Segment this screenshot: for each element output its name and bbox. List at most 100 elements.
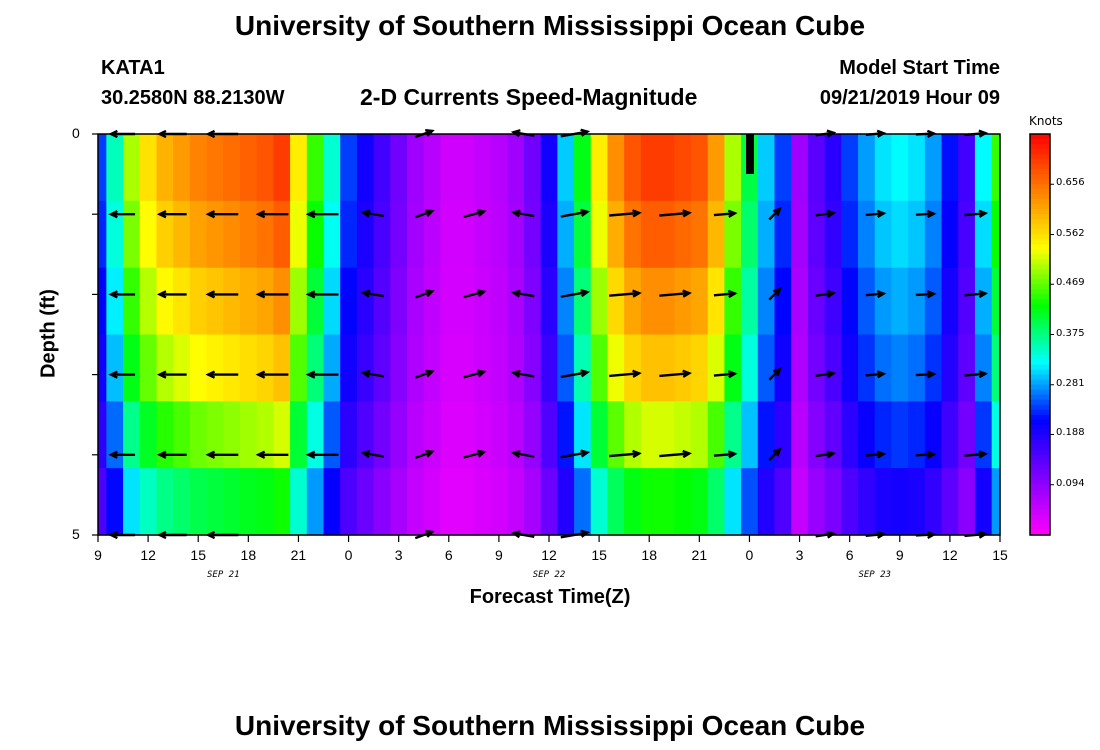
heatmap-cell	[239, 200, 258, 269]
heatmap-cell	[841, 468, 859, 536]
heatmap-cell	[958, 134, 976, 202]
heatmap-cell	[423, 200, 442, 269]
heatmap-cell	[590, 267, 609, 336]
heatmap-cell	[674, 200, 692, 269]
heatmap-cell	[340, 401, 358, 469]
current-arrow	[108, 290, 136, 299]
heatmap-cell	[473, 468, 492, 536]
heatmap-cell	[824, 401, 842, 469]
x-tick-label: 9	[494, 547, 503, 563]
heatmap-cell	[273, 401, 291, 469]
heatmap-cell	[724, 200, 742, 269]
heatmap-cell	[156, 134, 174, 202]
heatmap-cell	[791, 334, 809, 402]
heatmap-cell	[574, 334, 592, 402]
x-tick-label: 6	[444, 547, 453, 563]
heatmap-cell	[490, 267, 508, 336]
current-arrow	[255, 370, 289, 379]
heatmap-cell	[440, 200, 458, 269]
heatmap-cell	[807, 401, 826, 469]
heatmap-cell	[290, 468, 308, 536]
colorbar-segment	[1030, 489, 1050, 496]
colorbar-segment	[1030, 479, 1050, 486]
heatmap-cells	[98, 134, 1001, 536]
heatmap-cell	[958, 267, 976, 336]
heatmap-cell	[490, 468, 508, 536]
heatmap-cell	[323, 401, 341, 469]
colorbar-segment	[1030, 419, 1050, 426]
colorbar-segment	[1030, 354, 1050, 361]
heatmap-cell	[924, 468, 943, 536]
heatmap-cell	[423, 334, 442, 402]
plot-subtitle: 2-D Currents Speed-Magnitude	[360, 84, 698, 110]
current-arrow	[713, 450, 738, 459]
colorbar-segment	[1030, 324, 1050, 331]
heatmap-cell	[390, 267, 408, 336]
date-label: SEP 21	[207, 570, 240, 580]
heatmap-cell	[206, 267, 224, 336]
heatmap-cell	[991, 267, 1001, 336]
heatmap-cell	[858, 468, 876, 536]
colorbar-segment	[1030, 289, 1050, 295]
heatmap-cell	[574, 200, 592, 269]
colorbar-segment	[1030, 369, 1050, 376]
heatmap-cell	[657, 200, 675, 269]
colorbar-segment	[1030, 329, 1050, 336]
heatmap-cell	[891, 200, 909, 269]
heatmap-cell	[607, 401, 625, 469]
heatmap-cell	[323, 267, 341, 336]
heatmap-cell	[774, 134, 792, 202]
heatmap-cell	[239, 267, 258, 336]
heatmap-cell	[98, 401, 107, 469]
heatmap-cell	[874, 334, 893, 402]
heatmap-cell	[239, 334, 258, 402]
current-arrow	[360, 369, 385, 378]
heatmap-cell	[340, 200, 358, 269]
colorbar-segment	[1030, 379, 1050, 386]
colorbar-segment	[1030, 424, 1050, 431]
heatmap-cell	[223, 401, 241, 469]
current-arrow	[205, 450, 239, 459]
colorbar-segment	[1030, 344, 1050, 351]
heatmap-cell	[423, 468, 442, 536]
colorbar-segment	[1030, 389, 1050, 396]
heatmap-cell	[590, 334, 609, 402]
heatmap-cell	[908, 468, 926, 536]
current-arrow	[414, 369, 435, 379]
colorbar-segment	[1030, 249, 1050, 255]
current-arrow	[768, 206, 782, 221]
heatmap-cell	[974, 200, 993, 269]
current-arrow	[964, 209, 989, 218]
heatmap-cell	[958, 334, 976, 402]
heatmap-cell	[624, 401, 642, 469]
heatmap-cell	[874, 401, 893, 469]
heatmap-cell	[356, 267, 375, 336]
x-tick-label: 3	[795, 547, 804, 563]
current-arrow	[865, 450, 887, 459]
heatmap-cell	[941, 401, 959, 469]
current-arrow	[713, 289, 738, 299]
heatmap-cell	[557, 200, 575, 269]
colorbar-segment	[1030, 504, 1050, 511]
current-arrow	[463, 208, 487, 219]
current-arrow	[414, 449, 435, 460]
current-arrow	[915, 450, 937, 459]
heatmap-cell	[98, 334, 107, 402]
heatmap-cell	[540, 200, 558, 269]
colorbar-segment	[1030, 404, 1050, 411]
heatmap-cell	[106, 401, 124, 469]
heatmap-cell	[173, 267, 191, 336]
heatmap-cell	[607, 334, 625, 402]
current-arrow	[560, 208, 591, 218]
heatmap-cell	[774, 468, 792, 536]
heatmap-cell	[189, 401, 208, 469]
heatmap-cell	[306, 267, 325, 336]
heatmap-cell	[941, 334, 959, 402]
heatmap-cell	[774, 401, 792, 469]
colorbar-label: 0.656	[1056, 177, 1085, 189]
heatmap-cell	[373, 468, 391, 536]
heatmap-cell	[807, 468, 826, 536]
heatmap-cell	[774, 200, 792, 269]
station-id: KATA1	[101, 57, 165, 79]
heatmap-cell	[807, 267, 826, 336]
